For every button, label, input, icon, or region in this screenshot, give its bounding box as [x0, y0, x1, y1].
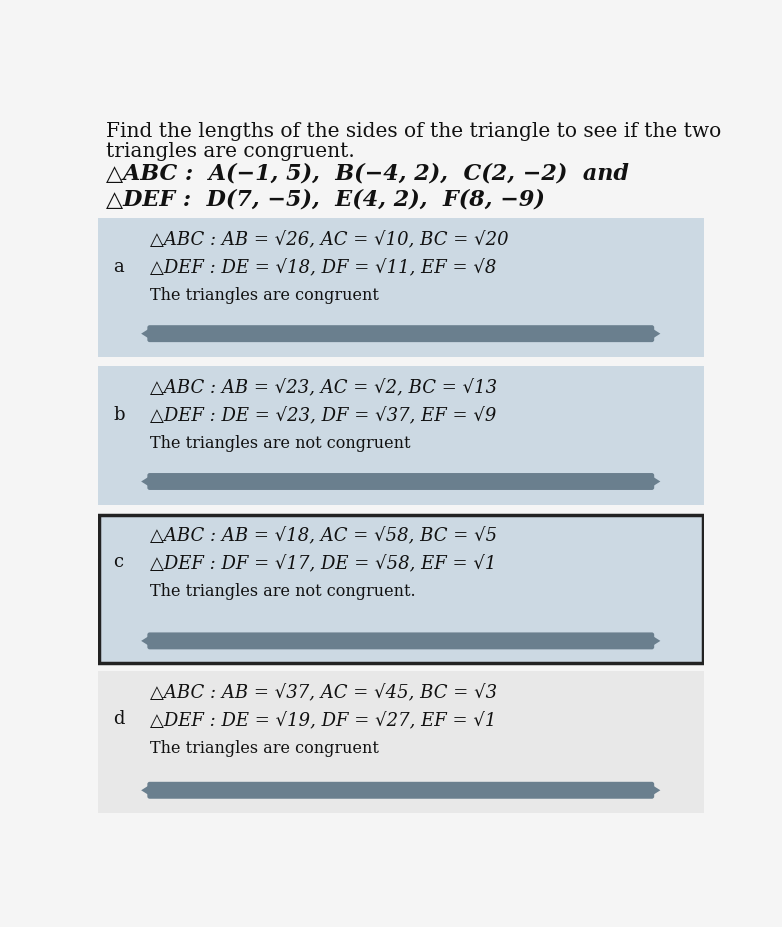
Text: a: a	[113, 258, 124, 275]
Text: △ABC : AB = √18, AC = √58, BC = √5: △ABC : AB = √18, AC = √58, BC = √5	[150, 527, 497, 544]
Polygon shape	[652, 785, 661, 795]
Text: △DEF :  D(7, −5),  E(4, 2),  F(8, −9): △DEF : D(7, −5), E(4, 2), F(8, −9)	[106, 188, 544, 210]
Polygon shape	[652, 636, 661, 647]
Polygon shape	[141, 329, 149, 339]
Polygon shape	[652, 476, 661, 488]
FancyBboxPatch shape	[147, 474, 655, 490]
Polygon shape	[141, 476, 149, 488]
FancyBboxPatch shape	[147, 633, 655, 650]
FancyBboxPatch shape	[98, 514, 704, 665]
Text: b: b	[113, 405, 125, 423]
FancyBboxPatch shape	[98, 671, 704, 814]
Polygon shape	[652, 329, 661, 339]
FancyBboxPatch shape	[147, 782, 655, 799]
Polygon shape	[141, 785, 149, 795]
Text: △ABC : AB = √23, AC = √2, BC = √13: △ABC : AB = √23, AC = √2, BC = √13	[150, 379, 497, 397]
Text: △ABC : AB = √26, AC = √10, BC = √20: △ABC : AB = √26, AC = √10, BC = √20	[150, 231, 509, 249]
Text: △DEF : DE = √23, DF = √37, EF = √9: △DEF : DE = √23, DF = √37, EF = √9	[150, 407, 497, 425]
Text: △DEF : DE = √19, DF = √27, EF = √1: △DEF : DE = √19, DF = √27, EF = √1	[150, 711, 497, 730]
FancyBboxPatch shape	[98, 366, 704, 505]
Text: Find the lengths of the sides of the triangle to see if the two: Find the lengths of the sides of the tri…	[106, 122, 721, 141]
Text: The triangles are congruent: The triangles are congruent	[150, 286, 379, 303]
Text: △DEF : DE = √18, DF = √11, EF = √8: △DEF : DE = √18, DF = √11, EF = √8	[150, 259, 497, 277]
Text: triangles are congruent.: triangles are congruent.	[106, 142, 354, 161]
FancyBboxPatch shape	[147, 325, 655, 343]
Text: c: c	[113, 552, 124, 571]
Text: △DEF : DF = √17, DE = √58, EF = √1: △DEF : DF = √17, DE = √58, EF = √1	[150, 554, 497, 572]
Text: △ABC :  A(−1, 5),  B(−4, 2),  C(2, −2)  and: △ABC : A(−1, 5), B(−4, 2), C(2, −2) and	[106, 163, 629, 184]
Text: d: d	[113, 710, 125, 728]
Text: The triangles are congruent: The triangles are congruent	[150, 739, 379, 756]
Text: The triangles are not congruent.: The triangles are not congruent.	[150, 582, 416, 599]
Text: The triangles are not congruent: The triangles are not congruent	[150, 434, 411, 451]
Polygon shape	[141, 636, 149, 647]
FancyBboxPatch shape	[98, 219, 704, 358]
Text: △ABC : AB = √37, AC = √45, BC = √3: △ABC : AB = √37, AC = √45, BC = √3	[150, 683, 497, 702]
